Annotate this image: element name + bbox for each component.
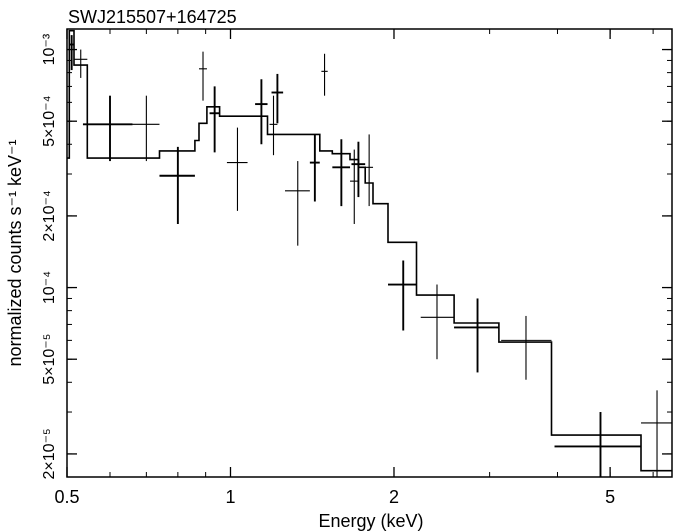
x-tick-label: 0.5	[54, 487, 79, 507]
data-point	[554, 412, 642, 477]
data-point	[420, 284, 455, 360]
data-point	[641, 390, 672, 477]
model-step-line	[67, 29, 672, 472]
x-axis-label: Energy (keV)	[318, 511, 423, 531]
y-axis: 2×10⁻⁵ 5×10⁻⁵ 10⁻⁴ 2×10⁻⁴ 5×10⁻⁴ 10⁻³	[41, 33, 672, 479]
y-tick-label: 5×10⁻⁵	[41, 334, 58, 385]
data-point	[350, 149, 359, 224]
x-axis: 0.5 1 2 5	[54, 29, 654, 507]
y-tick-label: 2×10⁻⁵	[41, 428, 58, 479]
data-point	[351, 141, 366, 198]
data-point	[269, 95, 278, 156]
x-tick-label: 5	[605, 487, 615, 507]
data-layer	[69, 35, 672, 477]
y-tick-label: 10⁻⁴	[41, 271, 58, 304]
data-point	[69, 35, 74, 71]
data-point	[82, 95, 133, 162]
data-point	[132, 95, 160, 162]
data-point	[209, 86, 220, 153]
data-point	[501, 315, 552, 380]
plot-frame	[66, 28, 673, 478]
x-tick-label: 2	[389, 487, 399, 507]
data-point	[255, 79, 268, 145]
y-tick-label: 10⁻³	[41, 33, 58, 65]
data-point	[332, 139, 351, 207]
data-point	[454, 298, 499, 373]
data-point	[388, 260, 417, 331]
model-layer	[67, 29, 672, 472]
data-point	[365, 134, 374, 207]
data-point	[226, 127, 248, 211]
chart-title: SWJ215507+164725	[68, 7, 237, 27]
data-point	[198, 51, 207, 101]
data-point	[271, 73, 284, 124]
data-point	[321, 53, 328, 96]
data-point	[285, 161, 310, 246]
data-point	[159, 146, 195, 224]
y-tick-label: 5×10⁻⁴	[41, 95, 58, 146]
y-tick-label: 2×10⁻⁴	[41, 190, 58, 241]
x-tick-label: 1	[225, 487, 235, 507]
data-point	[309, 134, 320, 202]
data-point	[73, 49, 88, 78]
y-axis-label: normalized counts s⁻¹ keV⁻¹	[5, 139, 25, 366]
